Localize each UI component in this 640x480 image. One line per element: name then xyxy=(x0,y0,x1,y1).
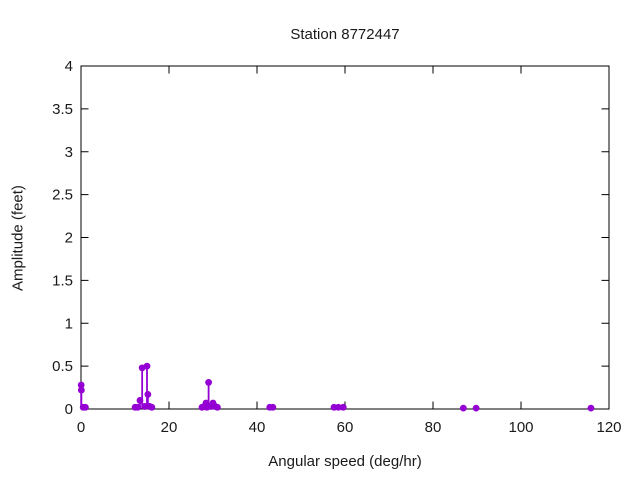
chart-title: Station 8772447 xyxy=(290,26,400,43)
data-point xyxy=(587,404,595,412)
data-point xyxy=(82,403,89,411)
x-tick-label: 20 xyxy=(161,419,178,436)
data-point xyxy=(148,403,156,411)
y-tick-label: 1 xyxy=(65,315,73,332)
data-point xyxy=(136,397,144,404)
y-tick-label: 0 xyxy=(65,401,73,418)
data-point xyxy=(141,403,149,410)
data-point xyxy=(269,403,277,411)
data-point xyxy=(77,381,85,389)
y-tick-label: 3 xyxy=(65,144,73,161)
x-axis-label: Angular speed (deg/hr) xyxy=(268,453,422,470)
plot-frame xyxy=(80,65,610,410)
data-point xyxy=(214,403,221,411)
x-tick-label: 60 xyxy=(337,419,354,436)
data-point xyxy=(335,403,342,411)
y-tick-label: 0.5 xyxy=(52,358,73,375)
data-point xyxy=(205,379,213,386)
x-tick-label: 0 xyxy=(77,419,85,436)
data-point xyxy=(134,403,142,411)
y-tick-label: 4 xyxy=(65,58,73,75)
data-point xyxy=(77,386,85,394)
x-tick-label: 120 xyxy=(596,419,621,436)
data-point xyxy=(459,404,467,412)
y-tick-label: 2 xyxy=(65,230,73,247)
y-axis-label: Amplitude (feet) xyxy=(9,185,27,291)
y-tick-label: 2.5 xyxy=(52,187,73,204)
data-point xyxy=(339,403,347,411)
data-point xyxy=(472,404,480,412)
x-tick-label: 80 xyxy=(425,419,442,436)
data-point xyxy=(144,391,152,398)
y-tick-label: 3.5 xyxy=(52,101,73,118)
data-point xyxy=(143,362,151,370)
x-tick-label: 100 xyxy=(508,419,533,436)
x-tick-label: 40 xyxy=(249,419,266,436)
y-tick-label: 1.5 xyxy=(52,272,73,289)
